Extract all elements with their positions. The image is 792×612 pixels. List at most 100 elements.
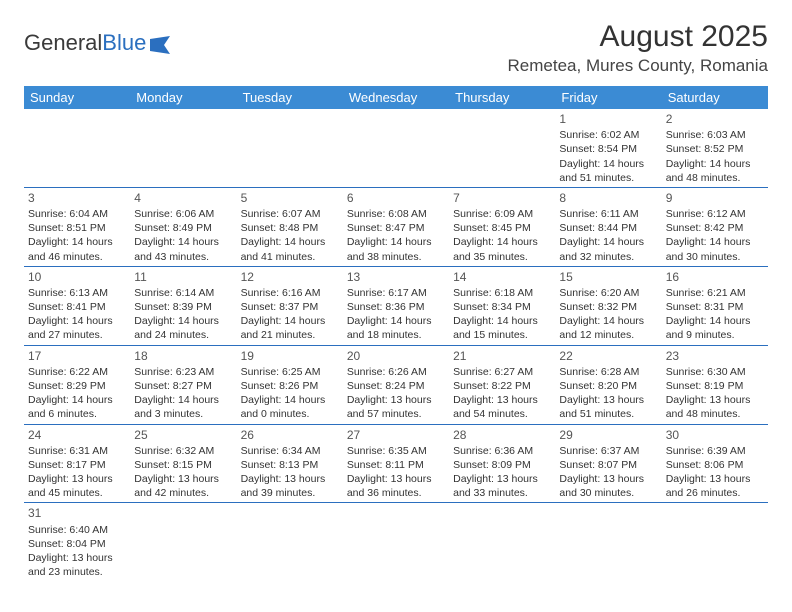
- calendar-day-cell: 17Sunrise: 6:22 AMSunset: 8:29 PMDayligh…: [24, 345, 130, 424]
- calendar-empty-cell: [237, 109, 343, 187]
- calendar-day-cell: 14Sunrise: 6:18 AMSunset: 8:34 PMDayligh…: [449, 266, 555, 345]
- day-info-line: and 42 minutes.: [134, 486, 232, 500]
- calendar-day-cell: 21Sunrise: 6:27 AMSunset: 8:22 PMDayligh…: [449, 345, 555, 424]
- day-info-line: Sunset: 8:31 PM: [666, 300, 764, 314]
- day-info-line: Sunset: 8:06 PM: [666, 458, 764, 472]
- day-info-line: Sunset: 8:09 PM: [453, 458, 551, 472]
- day-info-line: and 46 minutes.: [28, 250, 126, 264]
- day-info-line: and 9 minutes.: [666, 328, 764, 342]
- day-info-line: Daylight: 14 hours: [134, 393, 232, 407]
- calendar-day-cell: 28Sunrise: 6:36 AMSunset: 8:09 PMDayligh…: [449, 424, 555, 503]
- day-info-line: Sunrise: 6:06 AM: [134, 207, 232, 221]
- calendar-week-row: 3Sunrise: 6:04 AMSunset: 8:51 PMDaylight…: [24, 187, 768, 266]
- day-info-line: Daylight: 14 hours: [28, 314, 126, 328]
- day-info-line: Sunrise: 6:20 AM: [559, 286, 657, 300]
- day-number: 6: [347, 190, 445, 206]
- day-number: 10: [28, 269, 126, 285]
- day-info-line: Sunrise: 6:09 AM: [453, 207, 551, 221]
- calendar-empty-cell: [449, 109, 555, 187]
- calendar-day-cell: 26Sunrise: 6:34 AMSunset: 8:13 PMDayligh…: [237, 424, 343, 503]
- day-info-line: Sunset: 8:45 PM: [453, 221, 551, 235]
- day-number: 13: [347, 269, 445, 285]
- day-number: 29: [559, 427, 657, 443]
- day-info-line: Sunset: 8:07 PM: [559, 458, 657, 472]
- day-info-line: Sunrise: 6:28 AM: [559, 365, 657, 379]
- day-number: 22: [559, 348, 657, 364]
- calendar-day-cell: 1Sunrise: 6:02 AMSunset: 8:54 PMDaylight…: [555, 109, 661, 187]
- day-info-line: Sunrise: 6:26 AM: [347, 365, 445, 379]
- calendar-day-cell: 11Sunrise: 6:14 AMSunset: 8:39 PMDayligh…: [130, 266, 236, 345]
- day-info-line: Sunset: 8:34 PM: [453, 300, 551, 314]
- calendar-empty-cell: [237, 503, 343, 581]
- day-info-line: and 57 minutes.: [347, 407, 445, 421]
- day-info-line: Sunset: 8:11 PM: [347, 458, 445, 472]
- day-info-line: Daylight: 14 hours: [666, 157, 764, 171]
- calendar-empty-cell: [343, 109, 449, 187]
- day-info-line: Daylight: 14 hours: [241, 393, 339, 407]
- day-header: Wednesday: [343, 86, 449, 109]
- day-info-line: Sunrise: 6:22 AM: [28, 365, 126, 379]
- day-info-line: and 30 minutes.: [666, 250, 764, 264]
- day-info-line: Daylight: 13 hours: [559, 393, 657, 407]
- day-info-line: Daylight: 14 hours: [134, 235, 232, 249]
- calendar-day-cell: 13Sunrise: 6:17 AMSunset: 8:36 PMDayligh…: [343, 266, 449, 345]
- calendar-day-cell: 16Sunrise: 6:21 AMSunset: 8:31 PMDayligh…: [662, 266, 768, 345]
- calendar-day-cell: 2Sunrise: 6:03 AMSunset: 8:52 PMDaylight…: [662, 109, 768, 187]
- logo: GeneralBlue: [24, 30, 172, 56]
- day-info-line: and 12 minutes.: [559, 328, 657, 342]
- day-header: Saturday: [662, 86, 768, 109]
- day-number: 23: [666, 348, 764, 364]
- calendar-empty-cell: [449, 503, 555, 581]
- day-info-line: Sunset: 8:54 PM: [559, 142, 657, 156]
- day-info-line: and 3 minutes.: [134, 407, 232, 421]
- calendar-empty-cell: [555, 503, 661, 581]
- day-info-line: and 51 minutes.: [559, 407, 657, 421]
- day-info-line: Daylight: 13 hours: [28, 551, 126, 565]
- day-info-line: Sunrise: 6:14 AM: [134, 286, 232, 300]
- calendar-day-cell: 22Sunrise: 6:28 AMSunset: 8:20 PMDayligh…: [555, 345, 661, 424]
- day-info-line: Sunrise: 6:18 AM: [453, 286, 551, 300]
- calendar-day-cell: 18Sunrise: 6:23 AMSunset: 8:27 PMDayligh…: [130, 345, 236, 424]
- calendar-week-row: 1Sunrise: 6:02 AMSunset: 8:54 PMDaylight…: [24, 109, 768, 187]
- day-info-line: Daylight: 14 hours: [666, 235, 764, 249]
- calendar-empty-cell: [130, 109, 236, 187]
- calendar-empty-cell: [130, 503, 236, 581]
- title-block: August 2025 Remetea, Mures County, Roman…: [508, 20, 768, 76]
- day-number: 14: [453, 269, 551, 285]
- day-info-line: Sunset: 8:22 PM: [453, 379, 551, 393]
- day-info-line: and 41 minutes.: [241, 250, 339, 264]
- day-info-line: Sunrise: 6:07 AM: [241, 207, 339, 221]
- day-info-line: Sunrise: 6:13 AM: [28, 286, 126, 300]
- day-info-line: and 23 minutes.: [28, 565, 126, 579]
- day-info-line: Daylight: 13 hours: [347, 393, 445, 407]
- day-number: 4: [134, 190, 232, 206]
- day-info-line: and 38 minutes.: [347, 250, 445, 264]
- logo-text-1: General: [24, 30, 102, 56]
- day-info-line: Daylight: 14 hours: [559, 157, 657, 171]
- calendar-day-cell: 8Sunrise: 6:11 AMSunset: 8:44 PMDaylight…: [555, 187, 661, 266]
- day-info-line: Daylight: 14 hours: [28, 235, 126, 249]
- day-info-line: and 32 minutes.: [559, 250, 657, 264]
- day-info-line: Daylight: 13 hours: [559, 472, 657, 486]
- calendar-week-row: 17Sunrise: 6:22 AMSunset: 8:29 PMDayligh…: [24, 345, 768, 424]
- day-info-line: Sunset: 8:49 PM: [134, 221, 232, 235]
- day-info-line: Sunset: 8:51 PM: [28, 221, 126, 235]
- logo-text-2: Blue: [102, 30, 146, 56]
- calendar-week-row: 31Sunrise: 6:40 AMSunset: 8:04 PMDayligh…: [24, 503, 768, 581]
- day-info-line: Sunrise: 6:40 AM: [28, 523, 126, 537]
- day-info-line: Daylight: 14 hours: [241, 314, 339, 328]
- day-info-line: Daylight: 14 hours: [453, 314, 551, 328]
- day-info-line: and 48 minutes.: [666, 407, 764, 421]
- day-info-line: Sunset: 8:47 PM: [347, 221, 445, 235]
- day-info-line: Sunrise: 6:12 AM: [666, 207, 764, 221]
- calendar-day-cell: 27Sunrise: 6:35 AMSunset: 8:11 PMDayligh…: [343, 424, 449, 503]
- calendar-week-row: 10Sunrise: 6:13 AMSunset: 8:41 PMDayligh…: [24, 266, 768, 345]
- calendar-day-cell: 5Sunrise: 6:07 AMSunset: 8:48 PMDaylight…: [237, 187, 343, 266]
- day-info-line: and 33 minutes.: [453, 486, 551, 500]
- day-info-line: and 54 minutes.: [453, 407, 551, 421]
- day-info-line: Daylight: 13 hours: [666, 393, 764, 407]
- day-number: 8: [559, 190, 657, 206]
- flag-icon: [150, 34, 172, 52]
- day-info-line: and 39 minutes.: [241, 486, 339, 500]
- day-info-line: Sunset: 8:42 PM: [666, 221, 764, 235]
